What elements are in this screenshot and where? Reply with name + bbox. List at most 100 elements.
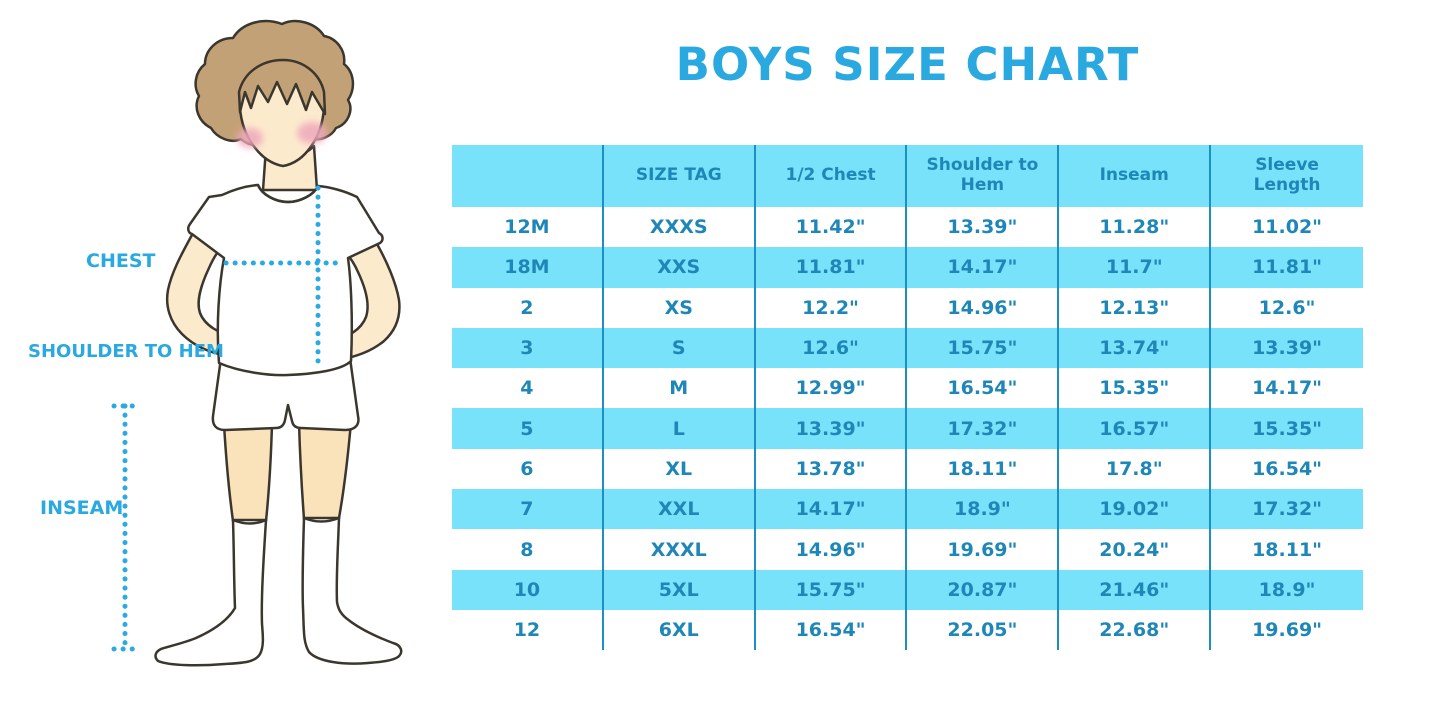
value-cell: 20.87" <box>907 569 1060 610</box>
page-title: BOYS SIZE CHART <box>675 38 1140 91</box>
collar-seam <box>256 183 320 204</box>
left-sock-top-seam <box>231 518 268 525</box>
value-cell: 12.2" <box>756 287 908 328</box>
shoulder-to-hem-label: SHOULDER TO HEM <box>28 341 224 362</box>
value-cell: 17.32" <box>907 408 1060 449</box>
value-cell: 16.54" <box>1252 457 1323 480</box>
value-cell: 16.54" <box>907 368 1060 409</box>
value-cell: 15.35" <box>1059 368 1212 409</box>
value-cell: XS <box>604 287 756 328</box>
right-leg <box>297 420 353 521</box>
row-size-cell: 12M <box>452 207 604 248</box>
right-sock-top-seam <box>302 516 341 523</box>
value-cell: 21.46" <box>1059 569 1212 610</box>
table-row: 7 XXL 14.17" 18.9" 19.02" 17.32" <box>452 489 1363 530</box>
table-row: 10 5XL 15.75" 20.87" 21.46" 18.9" <box>452 569 1363 610</box>
value-cell: 13.39" <box>1252 337 1323 360</box>
value-cell: 6XL <box>604 609 756 651</box>
value-cell: 11.81" <box>1252 256 1323 279</box>
value-cell: 14.17" <box>907 247 1060 288</box>
value-cell: 13.39" <box>756 408 908 449</box>
value-cell: XXXL <box>604 529 756 570</box>
header-cell: Sleeve Length <box>1253 155 1321 195</box>
value-cell: 18.9" <box>1258 578 1316 601</box>
header-cell: Inseam <box>1059 145 1212 207</box>
value-cell: 13.78" <box>756 448 908 490</box>
value-cell: XXS <box>604 247 756 288</box>
value-cell: 19.69" <box>1252 619 1323 642</box>
header-cell: SIZE TAG <box>604 145 756 207</box>
value-cell: 17.8" <box>1059 448 1212 490</box>
value-cell: 18.9" <box>907 489 1060 530</box>
value-cell: 14.17" <box>756 489 908 530</box>
inseam-label: INSEAM <box>40 497 124 519</box>
value-cell: 11.42" <box>756 207 908 248</box>
value-cell: 5XL <box>604 569 756 610</box>
header-cell: Shoulder to Hem <box>907 145 1060 207</box>
value-cell: 12.13" <box>1059 287 1212 328</box>
value-cell: 22.05" <box>907 609 1060 651</box>
value-cell: 14.96" <box>756 529 908 570</box>
row-size-cell: 5 <box>452 408 604 449</box>
size-table: SIZE TAG 1/2 Chest Shoulder to Hem Inseam Sl… <box>452 145 1363 651</box>
left-blush <box>237 128 263 148</box>
table-row: 12 6XL 16.54" 22.05" 22.68" 19.69" <box>452 609 1363 651</box>
boy-figure-illustration <box>111 19 403 667</box>
right-sock <box>301 516 403 665</box>
header-cell <box>452 145 604 207</box>
value-cell: 14.17" <box>1252 377 1323 400</box>
value-cell: 11.02" <box>1252 216 1323 239</box>
table-row: 2 XS 12.2" 14.96" 12.13" 12.6" <box>452 287 1363 328</box>
inseam-measure-line <box>111 403 143 652</box>
value-cell: 14.96" <box>907 287 1060 328</box>
row-size-cell: 10 <box>452 569 604 610</box>
value-cell: 12.6" <box>756 327 908 369</box>
row-size-cell: 8 <box>452 529 604 570</box>
left-leg <box>222 422 274 523</box>
value-cell: 11.28" <box>1059 207 1212 248</box>
value-cell: 19.02" <box>1059 489 1212 530</box>
header-cell: 1/2 Chest <box>756 145 908 207</box>
right-blush <box>297 122 327 144</box>
value-cell: 18.11" <box>1252 538 1323 561</box>
value-cell: 13.74" <box>1059 327 1212 369</box>
table-header-row: SIZE TAG 1/2 Chest Shoulder to Hem Inseam Sl… <box>452 145 1363 207</box>
value-cell: 12.99" <box>756 368 908 409</box>
value-cell: 16.57" <box>1059 408 1212 449</box>
value-cell: 11.81" <box>756 247 908 288</box>
value-cell: 15.75" <box>907 327 1060 369</box>
table-row: 12M XXXS 11.42" 13.39" 11.28" 11.02" <box>452 207 1363 248</box>
value-cell: 11.7" <box>1059 247 1212 288</box>
row-size-cell: 4 <box>452 368 604 409</box>
value-cell: 17.32" <box>1252 498 1323 521</box>
value-cell: 13.39" <box>907 207 1060 248</box>
value-cell: 16.54" <box>756 609 908 651</box>
hair-fringe <box>237 58 327 116</box>
value-cell: S <box>604 327 756 369</box>
table-row: 8 XXXL 14.96" 19.69" 20.24" 18.11" <box>452 529 1363 570</box>
value-cell: L <box>604 408 756 449</box>
value-cell: 19.69" <box>907 529 1060 570</box>
table-row: 18M XXS 11.81" 14.17" 11.7" 11.81" <box>452 247 1363 288</box>
table-row: 5 L 13.39" 17.32" 16.57" 15.35" <box>452 408 1363 449</box>
row-size-cell: 12 <box>452 609 604 651</box>
left-sock <box>154 518 268 667</box>
row-size-cell: 6 <box>452 448 604 490</box>
value-cell: 22.68" <box>1059 609 1212 651</box>
table-row: 3 S 12.6" 15.75" 13.74" 13.39" <box>452 327 1363 369</box>
value-cell: 12.6" <box>1258 296 1316 319</box>
value-cell: XXXS <box>604 207 756 248</box>
table-row: 6 XL 13.78" 18.11" 17.8" 16.54" <box>452 448 1363 490</box>
value-cell: 18.11" <box>907 448 1060 490</box>
value-cell: XXL <box>604 489 756 530</box>
row-size-cell: 3 <box>452 327 604 369</box>
table-row: 4 M 12.99" 16.54" 15.35" 14.17" <box>452 368 1363 409</box>
value-cell: M <box>604 368 756 409</box>
value-cell: XL <box>604 448 756 490</box>
value-cell: 15.75" <box>756 569 908 610</box>
row-size-cell: 18M <box>452 247 604 288</box>
chest-label: CHEST <box>86 250 156 272</box>
row-size-cell: 7 <box>452 489 604 530</box>
shorts <box>211 356 360 432</box>
